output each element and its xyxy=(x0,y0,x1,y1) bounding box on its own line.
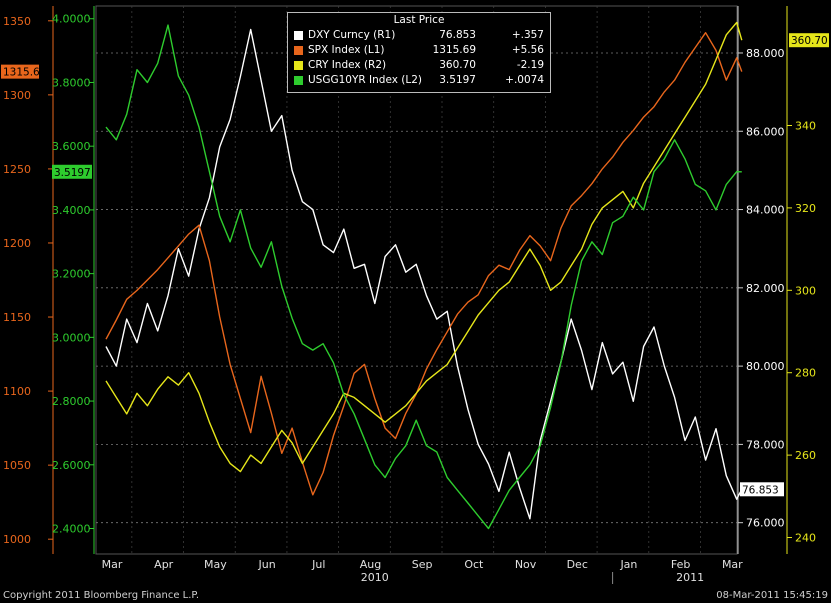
flag-usgg10yr-last: 3.5197 xyxy=(54,167,91,179)
axis-l2-tick-label: 2.6000 xyxy=(52,459,91,472)
axis-l2-tick-label: 2.8000 xyxy=(52,395,91,408)
legend-box: Last Price DXY Curncy (R1) 76.853 +.357 … xyxy=(287,12,551,93)
axis-r2-tick-label: 280 xyxy=(795,367,816,380)
legend-name-cry: CRY Index (R2) xyxy=(308,59,387,71)
legend-name-dxy: DXY Curncy (R1) xyxy=(308,29,396,41)
legend-change-dxy: +.357 xyxy=(511,29,544,41)
axis-r1-tick-label: 86.000 xyxy=(746,125,785,138)
axis-l1-tick-label: 1200 xyxy=(3,237,31,250)
axis-r2-tick-label: 300 xyxy=(795,284,816,297)
legend-swatch-spx xyxy=(294,46,303,55)
axis-r2-tick-label: 260 xyxy=(795,449,816,462)
axis-l2-tick-label: 3.2000 xyxy=(52,268,91,281)
legend-swatch-cry xyxy=(294,61,303,70)
series-line-usgg10yr-index xyxy=(105,24,742,530)
axis-l2-tick-label: 2.4000 xyxy=(52,523,91,536)
plot-area xyxy=(95,5,738,555)
x-month-label: Sep xyxy=(412,558,433,571)
flag-spx-last: 1315.69 xyxy=(3,67,46,79)
axis-r1-tick-label: 82.000 xyxy=(746,282,785,295)
x-month-label: Apr xyxy=(154,558,174,571)
legend-change-cry: -2.19 xyxy=(516,59,544,71)
x-year-label: 2010 xyxy=(361,571,389,584)
axis-l1-tick-label: 1000 xyxy=(3,533,31,546)
axis-r1-tick-label: 80.000 xyxy=(746,360,785,373)
flag-dxy-last-bg xyxy=(740,482,784,497)
x-month-label: Oct xyxy=(464,558,484,571)
x-month-label: Jan xyxy=(619,558,637,571)
flag-usgg10yr-last-bg xyxy=(52,164,92,179)
axis-l1-tick-label: 1100 xyxy=(3,385,31,398)
flag-cry-last-bg xyxy=(789,33,829,48)
axis-l1-tick-label: 1250 xyxy=(3,163,31,176)
legend-row-dxy: DXY Curncy (R1) 76.853 +.357 xyxy=(288,28,550,43)
series-line-spx-index xyxy=(105,32,743,496)
series-line-dxy-curncy xyxy=(105,28,743,520)
axis-r1-tick-label: 88.000 xyxy=(746,47,785,60)
legend-title: Last Price xyxy=(393,14,445,26)
x-month-label: Jun xyxy=(257,558,275,571)
axis-r1-tick-label: 84.000 xyxy=(746,204,785,217)
axis-l1-tick-label: 1150 xyxy=(3,311,31,324)
axis-l2-tick-label: 3.6000 xyxy=(52,140,91,153)
axis-l2-tick-label: 3.8000 xyxy=(52,76,91,89)
legend-change-spx: +5.56 xyxy=(511,44,544,56)
flag-cry-last: 360.70 xyxy=(791,35,828,47)
footer: Copyright 2011 Bloomberg Finance L.P. 08… xyxy=(0,589,831,603)
axis-r1-tick-label: 76.000 xyxy=(746,517,785,530)
axis-l2-tick-label: 3.0000 xyxy=(52,331,91,344)
axis-l1-tick-label: 1300 xyxy=(3,89,31,102)
legend-row-spx: SPX Index (L1) 1315.69 +5.56 xyxy=(288,43,550,58)
axis-l2-tick-label: 3.4000 xyxy=(52,204,91,217)
legend-name-usgg10yr: USGG10YR Index (L2) xyxy=(308,74,422,86)
x-month-label: Mar xyxy=(722,558,743,571)
axis-l1-tick-label: 1350 xyxy=(3,15,31,28)
x-year-label: 2011 xyxy=(676,571,704,584)
flag-dxy-last: 76.853 xyxy=(742,484,779,496)
legend-swatch-dxy xyxy=(294,31,303,40)
legend-price-dxy: 76.853 xyxy=(439,29,476,41)
x-month-label: Jul xyxy=(311,558,325,571)
axis-l1-tick-label: 1050 xyxy=(3,459,31,472)
timestamp-text: 08-Mar-2011 15:45:19 xyxy=(716,590,828,601)
axis-r2-tick-label: 340 xyxy=(795,119,816,132)
flag-spx-last-bg xyxy=(1,64,39,79)
x-month-label: May xyxy=(204,558,227,571)
legend-row-cry: CRY Index (R2) 360.70 -2.19 xyxy=(288,58,550,73)
x-month-label: Aug xyxy=(360,558,381,571)
legend-price-usgg10yr: 3.5197 xyxy=(439,74,476,86)
axis-r1-tick-label: 78.000 xyxy=(746,438,785,451)
legend-price-cry: 360.70 xyxy=(439,59,476,71)
copyright-text: Copyright 2011 Bloomberg Finance L.P. xyxy=(3,590,200,601)
axis-r2-tick-label: 320 xyxy=(795,202,816,215)
x-month-label: Dec xyxy=(567,558,588,571)
legend-change-usgg10yr: +.0074 xyxy=(505,74,544,86)
axis-r2-tick-label: 240 xyxy=(795,532,816,545)
series-line-cry-index xyxy=(105,21,743,473)
legend-swatch-usgg10yr xyxy=(294,76,303,85)
legend-price-spx: 1315.69 xyxy=(432,44,476,56)
x-month-label: Nov xyxy=(515,558,537,571)
legend-row-usgg10yr: USGG10YR Index (L2) 3.5197 +.0074 xyxy=(288,73,550,88)
x-month-label: Mar xyxy=(102,558,123,571)
legend-name-spx: SPX Index (L1) xyxy=(308,44,385,56)
axis-l2-tick-label: 4.0000 xyxy=(52,13,91,26)
x-month-label: Feb xyxy=(671,558,690,571)
